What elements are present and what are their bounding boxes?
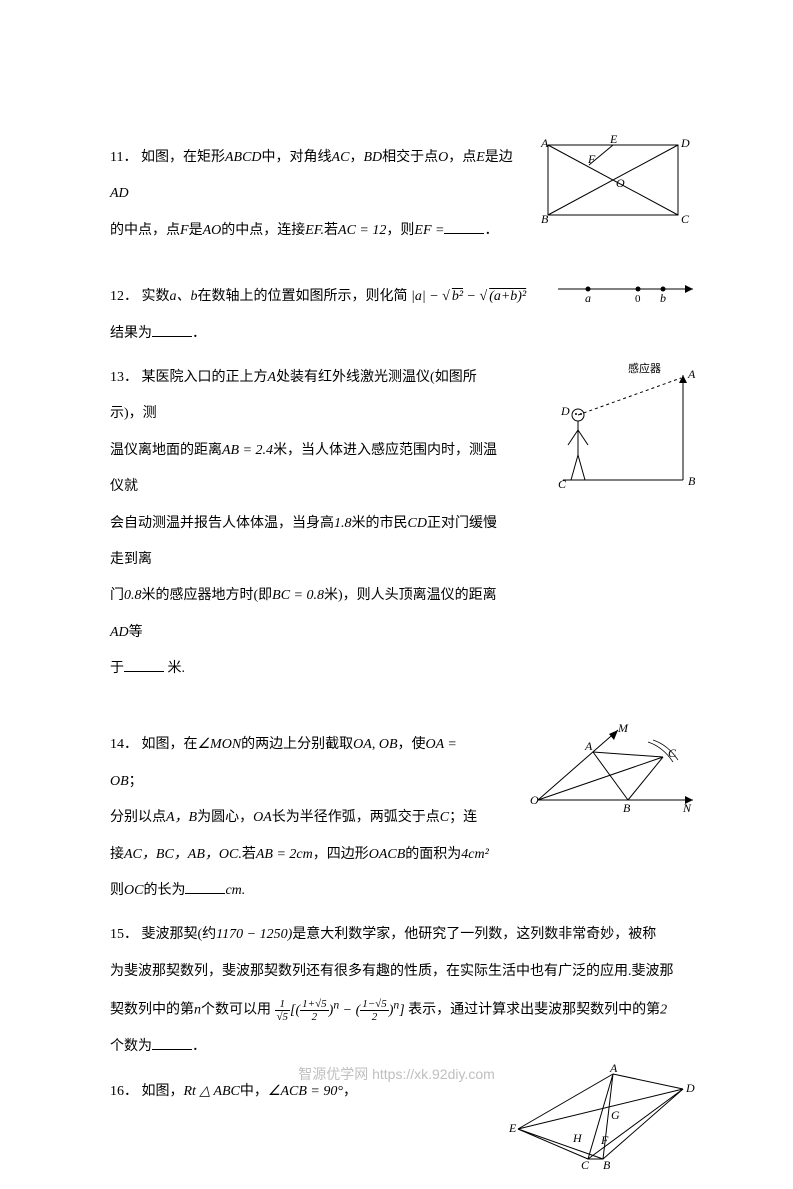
svg-text:b: b (660, 291, 666, 304)
svg-text:B: B (623, 801, 631, 815)
svg-text:M: M (617, 722, 629, 735)
problem-13: 感应器 A B C D 13． 某医院入口的正上方A处装有红外线激光测温仪(如图… (110, 360, 683, 688)
svg-text:B: B (688, 474, 696, 488)
svg-text:0: 0 (635, 293, 641, 304)
svg-text:O: O (530, 793, 539, 807)
q-number: 15． (110, 927, 138, 942)
svg-text:F: F (587, 152, 596, 166)
svg-text:B: B (541, 212, 549, 226)
q-number: 12． (110, 289, 138, 304)
svg-text:O: O (616, 176, 625, 190)
svg-text:N: N (682, 801, 692, 815)
svg-text:B: B (603, 1158, 611, 1172)
blank-11 (444, 220, 484, 234)
svg-text:a: a (585, 291, 591, 304)
svg-text:C: C (581, 1158, 590, 1172)
blank-13 (124, 658, 164, 672)
problem-11: A D B C E F O 11． 如图，在矩形ABCD中，对角线AC，BD相交… (110, 140, 683, 249)
blank-14 (185, 880, 225, 894)
q-number: 14． (110, 737, 138, 752)
problem-14: O M A B C N 14． 如图，在∠MON的两边上分别截取OA, OB，使… (110, 727, 683, 909)
angle-diagram: O M A B C N (523, 722, 703, 822)
blank-12 (152, 323, 192, 337)
problem-15-text: 15． 斐波那契(约1170 − 1250)是意大利数学家，他研究了一列数，这列… (110, 917, 683, 1065)
fibonacci-formula: 1√5[(1+√52)n − (1−√52)n] (275, 1003, 409, 1018)
svg-text:感应器: 感应器 (628, 361, 661, 375)
svg-text:E: E (609, 135, 618, 146)
problem-12: a 0 b 12． 实数a、b在数轴上的位置如图所示，则化简 |a| − b² … (110, 279, 683, 352)
svg-text:H: H (572, 1131, 583, 1145)
number-line: a 0 b (553, 279, 703, 304)
svg-text:E: E (508, 1121, 517, 1135)
svg-text:C: C (681, 212, 690, 226)
q-number: 11． (110, 150, 137, 165)
svg-text:A: A (584, 739, 593, 753)
q-number: 13． (110, 370, 138, 385)
figure-12: a 0 b (553, 279, 703, 319)
expr-12: |a| − b² − (a+b)² (411, 289, 526, 304)
svg-text:F: F (600, 1133, 609, 1147)
figure-14: O M A B C N (523, 722, 703, 837)
blank-15 (152, 1036, 192, 1050)
svg-text:G: G (611, 1108, 620, 1122)
svg-text:C: C (668, 746, 677, 760)
svg-text:D: D (680, 136, 690, 150)
svg-text:A: A (687, 367, 696, 381)
svg-text:D: D (560, 404, 570, 418)
problem-15: 15． 斐波那契(约1170 − 1250)是意大利数学家，他研究了一列数，这列… (110, 917, 683, 1065)
rectangle-diagram: A D B C E F O (533, 135, 693, 230)
sensor-diagram: 感应器 A B C D (533, 360, 703, 490)
svg-text:A: A (540, 136, 549, 150)
figure-11: A D B C E F O (533, 135, 693, 245)
svg-text:C: C (558, 477, 567, 490)
figure-13: 感应器 A B C D (533, 360, 703, 505)
page-footer: 智源优学网 https://xk.92diy.com (0, 1056, 793, 1092)
